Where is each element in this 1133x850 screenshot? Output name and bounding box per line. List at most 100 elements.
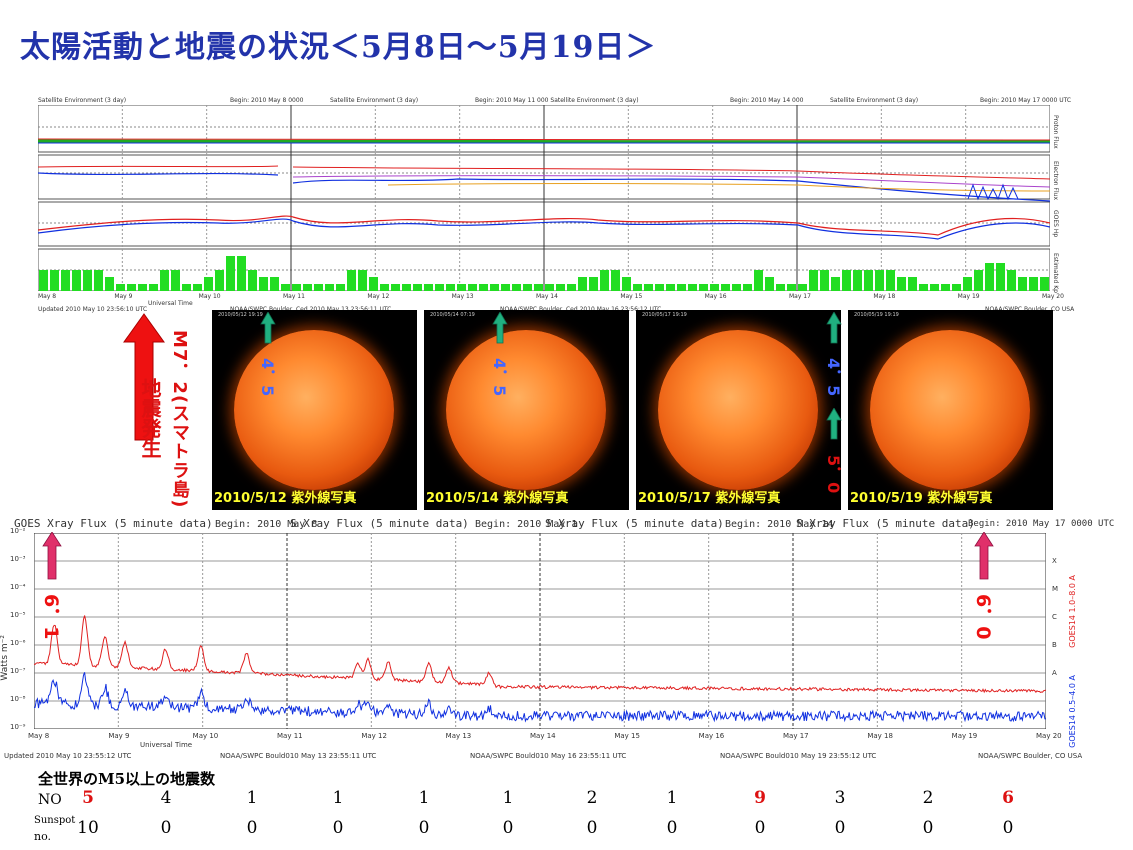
sat-axis-title: Universal Time [148, 300, 193, 307]
sat-day-label: May 15 [620, 293, 642, 300]
quake-count-cell: 1 [237, 788, 267, 808]
green-arrow-3 [826, 312, 842, 344]
mag-label-3: 4．5 [824, 358, 844, 396]
sat-day-label: May 12 [367, 293, 389, 300]
sunspot-count-cell: 0 [745, 818, 775, 838]
mag-label-1: 4．5 [258, 358, 278, 396]
sat-day-label: May 17 [789, 293, 811, 300]
xray-y-tick: 10⁻⁹ [10, 723, 25, 731]
xray-y-tick: 10⁻³ [10, 555, 25, 563]
kp-bar [556, 284, 565, 291]
sat-day-label: May 16 [705, 293, 727, 300]
xray-right-long: GOES14 1.0–8.0 A [1068, 575, 1077, 648]
mag-text-3: 4．5 [824, 358, 842, 396]
kp-bar [534, 284, 543, 291]
kp-bar [754, 270, 763, 291]
sunspot-count-cell: 0 [237, 818, 267, 838]
xray-day-label: May 19 [952, 732, 978, 740]
xray-y-title: Watts m⁻² [0, 635, 10, 681]
sun-disk-1 [234, 330, 394, 490]
pink-arrow-left [42, 532, 62, 580]
kp-bar [853, 270, 862, 291]
kp-bar [281, 284, 290, 291]
kp-bar [820, 270, 829, 291]
sunspot-count-cell: 0 [493, 818, 523, 838]
xray-class-label: C [1052, 613, 1057, 621]
kp-bar [523, 284, 532, 291]
kp-bar [985, 263, 994, 291]
quake-count-cell: 5 [73, 788, 103, 808]
quake-count-cell: 2 [913, 788, 943, 808]
kp-bar [369, 277, 378, 291]
kp-bar [391, 284, 400, 291]
xray-header-1: GOES Xray Flux (5 minute data) [14, 517, 213, 530]
sunspot-count-cell: 0 [409, 818, 439, 838]
kp-bar [138, 284, 147, 291]
kp-bar [589, 277, 598, 291]
kp-bar [347, 270, 356, 291]
quake-count-cell: 1 [323, 788, 353, 808]
quake-count-cell: 1 [409, 788, 439, 808]
xray-footer-2: NOAA/SWPC Bould010 May 13 23:55:11 UTC [220, 752, 376, 760]
xray-class-label: A [1052, 669, 1057, 677]
kp-bar [732, 284, 741, 291]
sat-header-4: Begin: 2010 May 11 000 Satellite Environ… [475, 97, 639, 104]
kp-bar [226, 256, 235, 291]
kp-bar [1018, 277, 1027, 291]
kp-bar [765, 277, 774, 291]
kp-bar [39, 270, 48, 291]
xray-class-labels: X M C B A [1050, 533, 1064, 729]
kp-bar [358, 270, 367, 291]
kp-bar [83, 270, 92, 291]
kp-bar [149, 284, 158, 291]
kp-bar [94, 270, 103, 291]
kp-bar [996, 263, 1005, 291]
kp-bar [776, 284, 785, 291]
xray-day-label: May 8 [28, 732, 49, 740]
xray-y-tick: 10⁻⁶ [10, 639, 25, 647]
pink-arrow-right [974, 532, 994, 580]
kp-bar [545, 284, 554, 291]
kp-bar [160, 270, 169, 291]
xray-y-tick: 10⁻⁷ [10, 667, 25, 675]
xray-y-tick: 10⁻² [10, 527, 25, 535]
sat-header-7: Begin: 2010 May 17 0000 UTC [980, 97, 1071, 104]
sat-day-label: May 18 [873, 293, 895, 300]
kp-bar [831, 277, 840, 291]
kp-bar [435, 284, 444, 291]
sun-caption-2: 2010/5/14 紫外線写真 [426, 487, 568, 506]
sunspot-count-cell: 0 [657, 818, 687, 838]
kp-bar [50, 270, 59, 291]
xray-day-label: May 17 [783, 732, 809, 740]
kp-bar [61, 270, 70, 291]
kp-bar [171, 270, 180, 291]
quake-magnitude-text: M7．2(スマトラ島) [168, 330, 190, 508]
sunspot-count-cell: 10 [73, 818, 103, 838]
xray-day-label: May 12 [361, 732, 387, 740]
sun-stamp-1: 2010/05/12 19:19 [218, 312, 263, 318]
kp-bar [402, 284, 411, 291]
xray-footer-3: NOAA/SWPC Bould010 May 16 23:55:11 UTC [470, 752, 626, 760]
kp-bar [1029, 277, 1038, 291]
kp-bar [721, 284, 730, 291]
quake-count-cell: 1 [657, 788, 687, 808]
green-arrow-2 [492, 312, 508, 344]
kp-bar [941, 284, 950, 291]
kp-bar [446, 284, 455, 291]
quake-count-cell: 1 [493, 788, 523, 808]
xray-day-label: May 14 [530, 732, 556, 740]
xray-day-label: May 15 [614, 732, 640, 740]
sat-day-label: May 14 [536, 293, 558, 300]
mag-label-2: 4．5 [490, 358, 510, 396]
quake-count-cell: 2 [577, 788, 607, 808]
kp-bar [600, 270, 609, 291]
kp-bar [919, 284, 928, 291]
quake-count-row: 5 4 1 1 1 1 2 1 9 3 2 6 [0, 788, 1133, 810]
xray-axis-title: Universal Time [140, 741, 192, 749]
kp-bar [314, 284, 323, 291]
kp-bar [204, 277, 213, 291]
kp-bar [182, 284, 191, 291]
sat-side-electron: Electron Flux [1052, 161, 1059, 200]
sun-caption-4: 2010/5/19 紫外線写真 [850, 487, 992, 506]
kp-bar [424, 284, 433, 291]
